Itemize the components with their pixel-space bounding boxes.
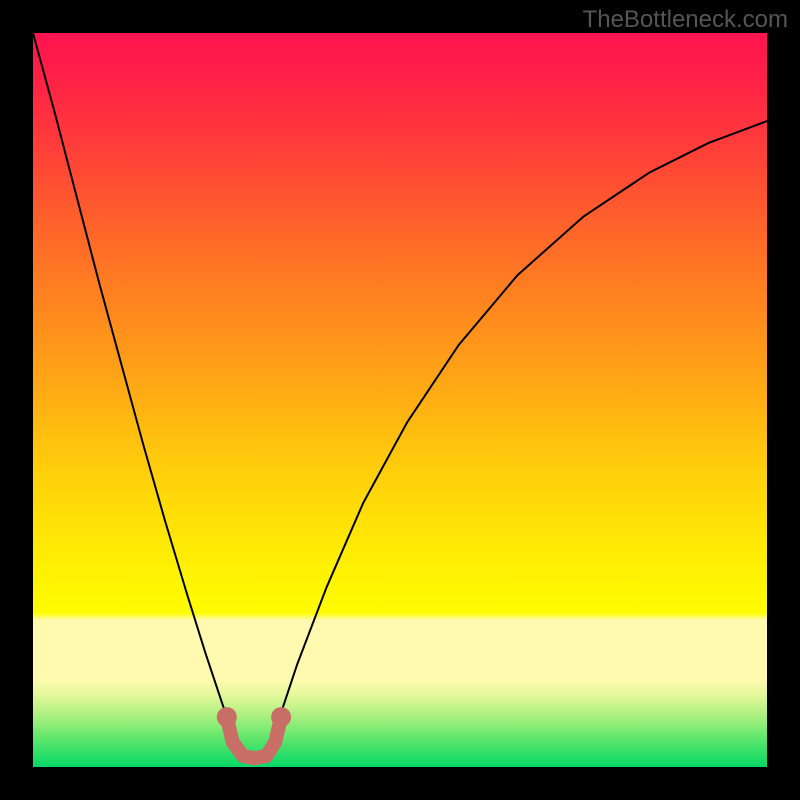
plot-area: [33, 33, 767, 767]
watermark-text: TheBottleneck.com: [583, 6, 788, 34]
pale-band-overlay: [33, 617, 767, 687]
